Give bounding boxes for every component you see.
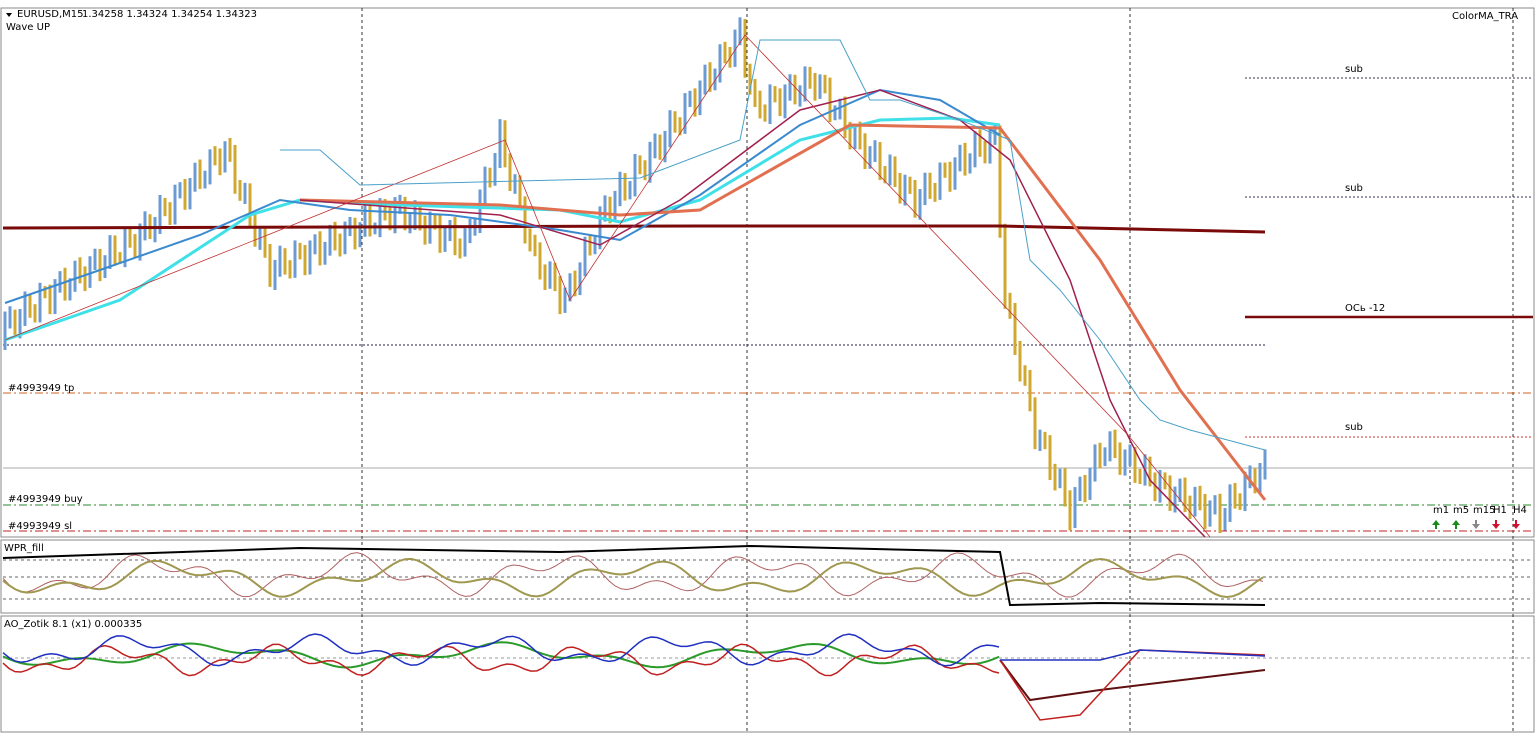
subwindow-layer [2,544,1533,721]
timeframe-label: m15 [1473,505,1495,516]
ao-dark [999,659,1266,702]
ma-purple [299,89,1206,538]
trend-arrow [1492,520,1500,529]
level-label: sub [1345,64,1363,75]
timeframe-label: H1 [1493,505,1507,516]
zigzag [4,34,1211,538]
trend-arrow [1432,520,1440,529]
main-window [0,7,1535,538]
ao-blue-tail [1000,649,1266,661]
envelope [280,39,1266,451]
axis-ma [2,224,1266,234]
wpr-black [2,544,1266,607]
menu-arrow[interactable] [6,13,12,17]
trend-arrow [1452,520,1460,529]
ao-green [2,641,1000,669]
timeframe-label: H4 [1513,505,1527,516]
ma-orange [299,123,1267,501]
order-label: #4993949 sl [8,521,72,532]
level-label: ОСь -12 [1345,303,1385,314]
wpr-fill [2,557,1264,599]
symbol: EURUSD,M15 [17,9,83,20]
order-label: #4993949 tp [8,383,74,394]
grid [361,8,1514,733]
indicator-right: ColorMA_TRA [1452,11,1518,22]
wpr-title: WPR_fill [4,543,44,554]
indicator-name: Wave UP [6,22,50,33]
trend-arrow [1472,520,1480,529]
level-label: sub [1345,183,1363,194]
ao-title: AO_Zotik 8.1 (x1) 0.000335 [4,619,142,630]
trend-arrow [1512,520,1520,529]
ma-fast [4,116,1001,342]
wpr-window [0,539,1535,614]
ao-blue [2,633,1000,667]
timeframe-label: m5 [1453,505,1469,516]
timeframe-label: m1 [1433,505,1449,516]
ao-window [0,615,1535,733]
level-label: sub [1345,422,1363,433]
order-label: #4993949 buy [8,494,83,505]
ao-red [2,643,1000,677]
quotes: 1.34258 1.34324 1.34254 1.34323 [82,9,257,20]
